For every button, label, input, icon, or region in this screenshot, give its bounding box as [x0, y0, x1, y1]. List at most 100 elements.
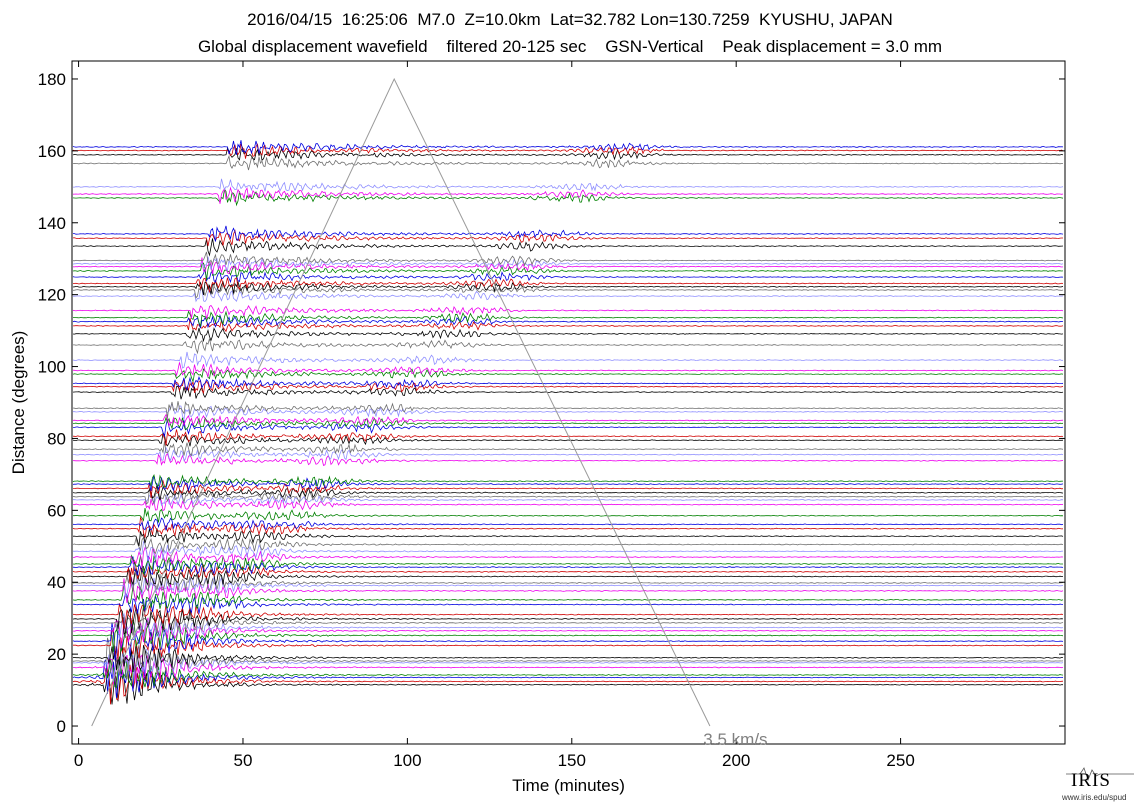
iris-url: www.iris.edu/spud: [1062, 793, 1127, 802]
y-axis-ticks: 0 20 40 60 80 100 120 140 160 180: [38, 70, 1065, 736]
seismic-trace: [72, 475, 1064, 492]
seismic-trace: [72, 385, 1064, 400]
seismic-trace: [72, 441, 1064, 457]
seismic-trace: [72, 484, 1064, 501]
seismic-trace: [72, 304, 1064, 319]
seismic-trace: [72, 419, 1064, 437]
x-tick-label: 100: [393, 751, 421, 770]
seismic-trace: [72, 570, 1064, 597]
seismic-trace: [72, 540, 1064, 562]
seismic-trace: [72, 143, 1064, 159]
seismic-trace: [72, 276, 1064, 294]
y-tick-label: 160: [38, 142, 66, 161]
seismic-trace: [72, 377, 1064, 395]
y-tick-label: 120: [38, 286, 66, 305]
seismic-trace: [72, 351, 1064, 369]
seismic-trace: [73, 508, 1064, 523]
y-tick-label: 80: [47, 429, 66, 448]
seismic-trace: [72, 668, 1064, 705]
seismic-trace: [72, 493, 1064, 507]
seismic-trace: [72, 279, 1064, 295]
seismic-trace: [72, 256, 1064, 272]
seismic-trace: [72, 473, 1064, 488]
seismic-trace: [72, 616, 1064, 648]
seismic-trace: [72, 314, 1064, 329]
seismic-trace: [72, 238, 1064, 257]
x-tick-label: 250: [886, 751, 914, 770]
seismic-trace: [72, 606, 1064, 635]
seismic-trace: [73, 178, 1064, 192]
x-axis-label: Time (minutes): [512, 776, 625, 795]
seismic-trace: [72, 431, 1064, 447]
seismic-trace: [72, 400, 1064, 418]
seismic-trace: [72, 619, 1064, 653]
y-tick-label: 100: [38, 358, 66, 377]
seismic-trace: [72, 188, 1064, 207]
seismic-trace: [72, 318, 1064, 333]
seismic-trace: [73, 612, 1064, 641]
seismic-trace: [72, 402, 1064, 421]
seismic-trace: [72, 146, 1064, 161]
seismic-trace: [72, 657, 1064, 698]
seismic-trace: [72, 559, 1064, 584]
seismic-trace: [72, 555, 1064, 576]
velocity-annotation: 3.5 km/s: [703, 730, 767, 749]
seismic-trace: [72, 554, 1063, 575]
x-tick-label: 200: [722, 751, 750, 770]
filter-subtitle: Global displacement wavefield filtered 2…: [197, 37, 943, 56]
x-axis-ticks: 0 50 100 150 200 250: [74, 61, 915, 770]
seismic-trace: [72, 546, 1064, 568]
seismic-trace: [73, 338, 1064, 355]
seismic-trace: [73, 564, 1064, 587]
x-tick-label: 0: [74, 751, 83, 770]
seismic-trace: [72, 609, 1064, 639]
seismic-trace: [72, 643, 1064, 673]
seismic-trace: [72, 413, 1064, 428]
seismic-trace: [72, 362, 1064, 379]
seismic-trace: [72, 517, 1064, 531]
seismic-trace: [72, 452, 1064, 466]
seismic-trace: [72, 622, 1064, 661]
seismic-trace: [72, 627, 1064, 660]
seismic-trace: [72, 327, 1064, 343]
seismic-trace: [72, 592, 1064, 614]
seismic-trace: [72, 368, 1064, 383]
seismic-trace: [73, 286, 1064, 303]
seismic-traces: [72, 140, 1064, 705]
y-axis-label: Distance (degrees): [9, 331, 28, 475]
y-tick-label: 140: [38, 214, 66, 233]
seismic-trace: [72, 416, 1064, 431]
event-title: 2016/04/15 16:25:06 M7.0 Z=10.0km Lat=32…: [247, 10, 893, 29]
seismic-trace: [72, 528, 1064, 547]
seismic-trace: [72, 536, 1064, 555]
seismic-trace: [72, 429, 1064, 446]
seismic-trace: [72, 310, 1064, 328]
y-tick-label: 40: [47, 573, 66, 592]
seismic-trace: [72, 186, 1064, 204]
seismic-trace: [72, 376, 1064, 391]
seismic-trace: [73, 225, 1064, 242]
x-tick-label: 150: [558, 751, 586, 770]
y-tick-label: 60: [47, 501, 66, 520]
seismic-trace: [72, 140, 1064, 155]
seismic-trace: [72, 251, 1063, 267]
seismic-trace: [72, 516, 1064, 538]
seismic-trace: [72, 446, 1064, 462]
seismic-trace: [72, 496, 1064, 512]
y-tick-label: 20: [47, 645, 66, 664]
plot-frame: [71, 60, 1066, 745]
surface-wave-guide-line: [91, 77, 711, 727]
x-tick-label: 50: [234, 751, 253, 770]
seismic-trace: [72, 656, 1064, 688]
y-tick-label: 180: [38, 70, 66, 89]
seismic-trace: [72, 646, 1064, 682]
seismic-trace: [72, 268, 1064, 284]
seismic-trace: [72, 257, 1064, 275]
seismic-trace: [72, 262, 1064, 281]
iris-logo-text: IRIS: [1071, 770, 1111, 791]
iris-logo: [1064, 764, 1140, 804]
seismic-trace: [72, 584, 1064, 611]
seismic-trace: [72, 479, 1064, 498]
